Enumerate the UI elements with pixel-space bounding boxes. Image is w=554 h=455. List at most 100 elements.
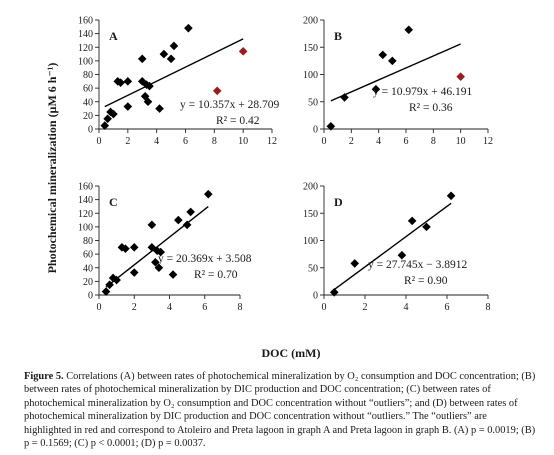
data-point-d <box>397 250 407 260</box>
data-point-a <box>155 104 164 113</box>
y-tick-label-a: 100 <box>78 56 93 67</box>
r-squared-d: R² = 0.90 <box>404 275 448 287</box>
y-tick-label-d: 100 <box>303 236 318 247</box>
y-tick-label-a: 140 <box>78 29 93 40</box>
x-tick-label-c: 0 <box>97 302 102 313</box>
data-point-c <box>168 270 178 279</box>
x-tick-label-a: 0 <box>97 136 102 147</box>
panel-c: 0 20 40 60 80 100 120 140 160 0 2 4 6 8 Cy = 20.369x +… <box>78 182 252 314</box>
data-point-b <box>404 25 414 35</box>
data-point-c <box>105 280 114 290</box>
x-tick-label-c: 2 <box>132 302 137 313</box>
data-point-a <box>123 77 133 86</box>
x-tick-label-d: 2 <box>363 302 368 313</box>
x-tick-label-c: 4 <box>167 302 172 313</box>
regression-equation-b: y = 10.979x + 46.191 <box>373 86 472 98</box>
r-squared-c: R² = 0.70 <box>194 269 238 281</box>
outlier-point-a <box>212 86 222 96</box>
data-point-d <box>350 259 360 268</box>
x-tick-label-c: 6 <box>202 302 207 313</box>
trendline-b <box>330 43 461 102</box>
data-point-c <box>101 287 111 296</box>
x-tick-label-a: 2 <box>125 136 130 147</box>
outlier-point-a <box>238 47 248 56</box>
y-tick-label-d: 150 <box>303 209 318 220</box>
y-tick-label-c: 40 <box>83 263 93 274</box>
data-point-a <box>184 23 193 33</box>
x-tick-label-d: 4 <box>404 302 409 313</box>
data-point-b <box>388 56 397 66</box>
y-tick-label-c: 100 <box>78 222 93 233</box>
data-point-a <box>166 54 176 64</box>
y-tick-label-a: 120 <box>78 43 93 54</box>
y-tick-label-d: 50 <box>308 263 318 274</box>
regression-equation-c: y = 20.369x + 3.508 <box>158 253 252 265</box>
x-tick-label-a: 12 <box>267 136 277 147</box>
x-tick-label-a: 8 <box>212 136 217 147</box>
y-tick-label-b: 50 <box>308 97 318 108</box>
data-point-c <box>154 263 164 273</box>
panel-letter-c: C <box>109 195 118 209</box>
data-point-a <box>169 41 179 51</box>
x-tick-label-d: 6 <box>445 302 450 313</box>
data-point-b <box>378 50 388 60</box>
y-tick-label-c: 120 <box>78 209 93 220</box>
x-tick-label-b: 4 <box>376 136 381 147</box>
data-point-c <box>129 268 139 277</box>
panel-d: 0 50 100 150 200 0 2 4 6 8 Dy = 27.745x − 3.8912 R²… <box>303 182 491 314</box>
figure-caption-label: Figure 5. <box>24 371 64 382</box>
regression-equation-d: y = 27.745x − 3.8912 <box>368 259 467 271</box>
data-point-b <box>326 121 336 131</box>
regression-equation-a: y = 10.357x + 28.709 <box>180 99 279 111</box>
y-tick-label-a: 20 <box>83 111 93 122</box>
data-point-c <box>147 220 157 230</box>
x-tick-label-a: 10 <box>238 136 248 147</box>
data-point-b <box>340 93 349 102</box>
y-tick-label-b: 100 <box>303 70 318 81</box>
trendline-a <box>104 38 244 108</box>
data-point-c <box>151 258 160 267</box>
x-tick-label-b: 10 <box>456 136 466 147</box>
x-tick-label-b: 6 <box>404 136 409 147</box>
data-point-c <box>156 247 165 257</box>
data-point-a <box>145 81 154 91</box>
panel-letter-a: A <box>109 29 118 43</box>
y-tick-label-d: 200 <box>303 182 318 193</box>
data-point-d <box>407 216 417 226</box>
panel-a: 0 20 40 60 80 100 120 140 160 0 2 4 6 8 10 12 Ay = 10.35… <box>78 16 279 148</box>
y-tick-label-b: 0 <box>313 125 318 136</box>
x-axis-label: DOC (mM) <box>262 346 321 360</box>
data-point-a <box>137 54 147 64</box>
x-tick-label-b: 8 <box>431 136 436 147</box>
y-tick-label-a: 40 <box>83 97 93 108</box>
x-tick-label-b: 0 <box>322 136 327 147</box>
y-tick-label-d: 0 <box>313 291 318 302</box>
y-tick-label-c: 160 <box>78 182 93 193</box>
panel-letter-b: B <box>334 29 342 43</box>
data-point-d <box>446 191 456 201</box>
y-tick-label-a: 80 <box>83 70 93 81</box>
y-tick-label-c: 0 <box>88 291 93 302</box>
y-axis-label: Photochemical mineralization (µM 6 h⁻¹) <box>45 63 59 274</box>
x-tick-label-b: 2 <box>349 136 354 147</box>
data-point-a <box>159 49 169 59</box>
panel-b: 0 50 100 150 200 0 2 4 6 8 10 12 By = 10.979x + 46.1… <box>303 16 493 148</box>
data-point-a <box>143 97 153 107</box>
trendline-d <box>333 202 452 291</box>
data-point-a <box>116 78 125 87</box>
data-point-c <box>182 220 192 230</box>
data-point-c <box>186 207 195 217</box>
y-tick-label-b: 200 <box>303 16 318 27</box>
data-point-c <box>174 215 183 225</box>
figure-caption: Figure 5. Correlations (A) between rates… <box>24 370 536 450</box>
data-point-c <box>121 244 130 253</box>
x-tick-label-d: 0 <box>322 302 327 313</box>
y-tick-label-a: 60 <box>83 84 93 95</box>
y-tick-label-c: 140 <box>78 195 93 206</box>
data-point-a <box>123 102 133 111</box>
y-tick-label-c: 20 <box>83 277 93 288</box>
y-tick-label-b: 150 <box>303 43 318 54</box>
data-point-d <box>329 287 339 297</box>
